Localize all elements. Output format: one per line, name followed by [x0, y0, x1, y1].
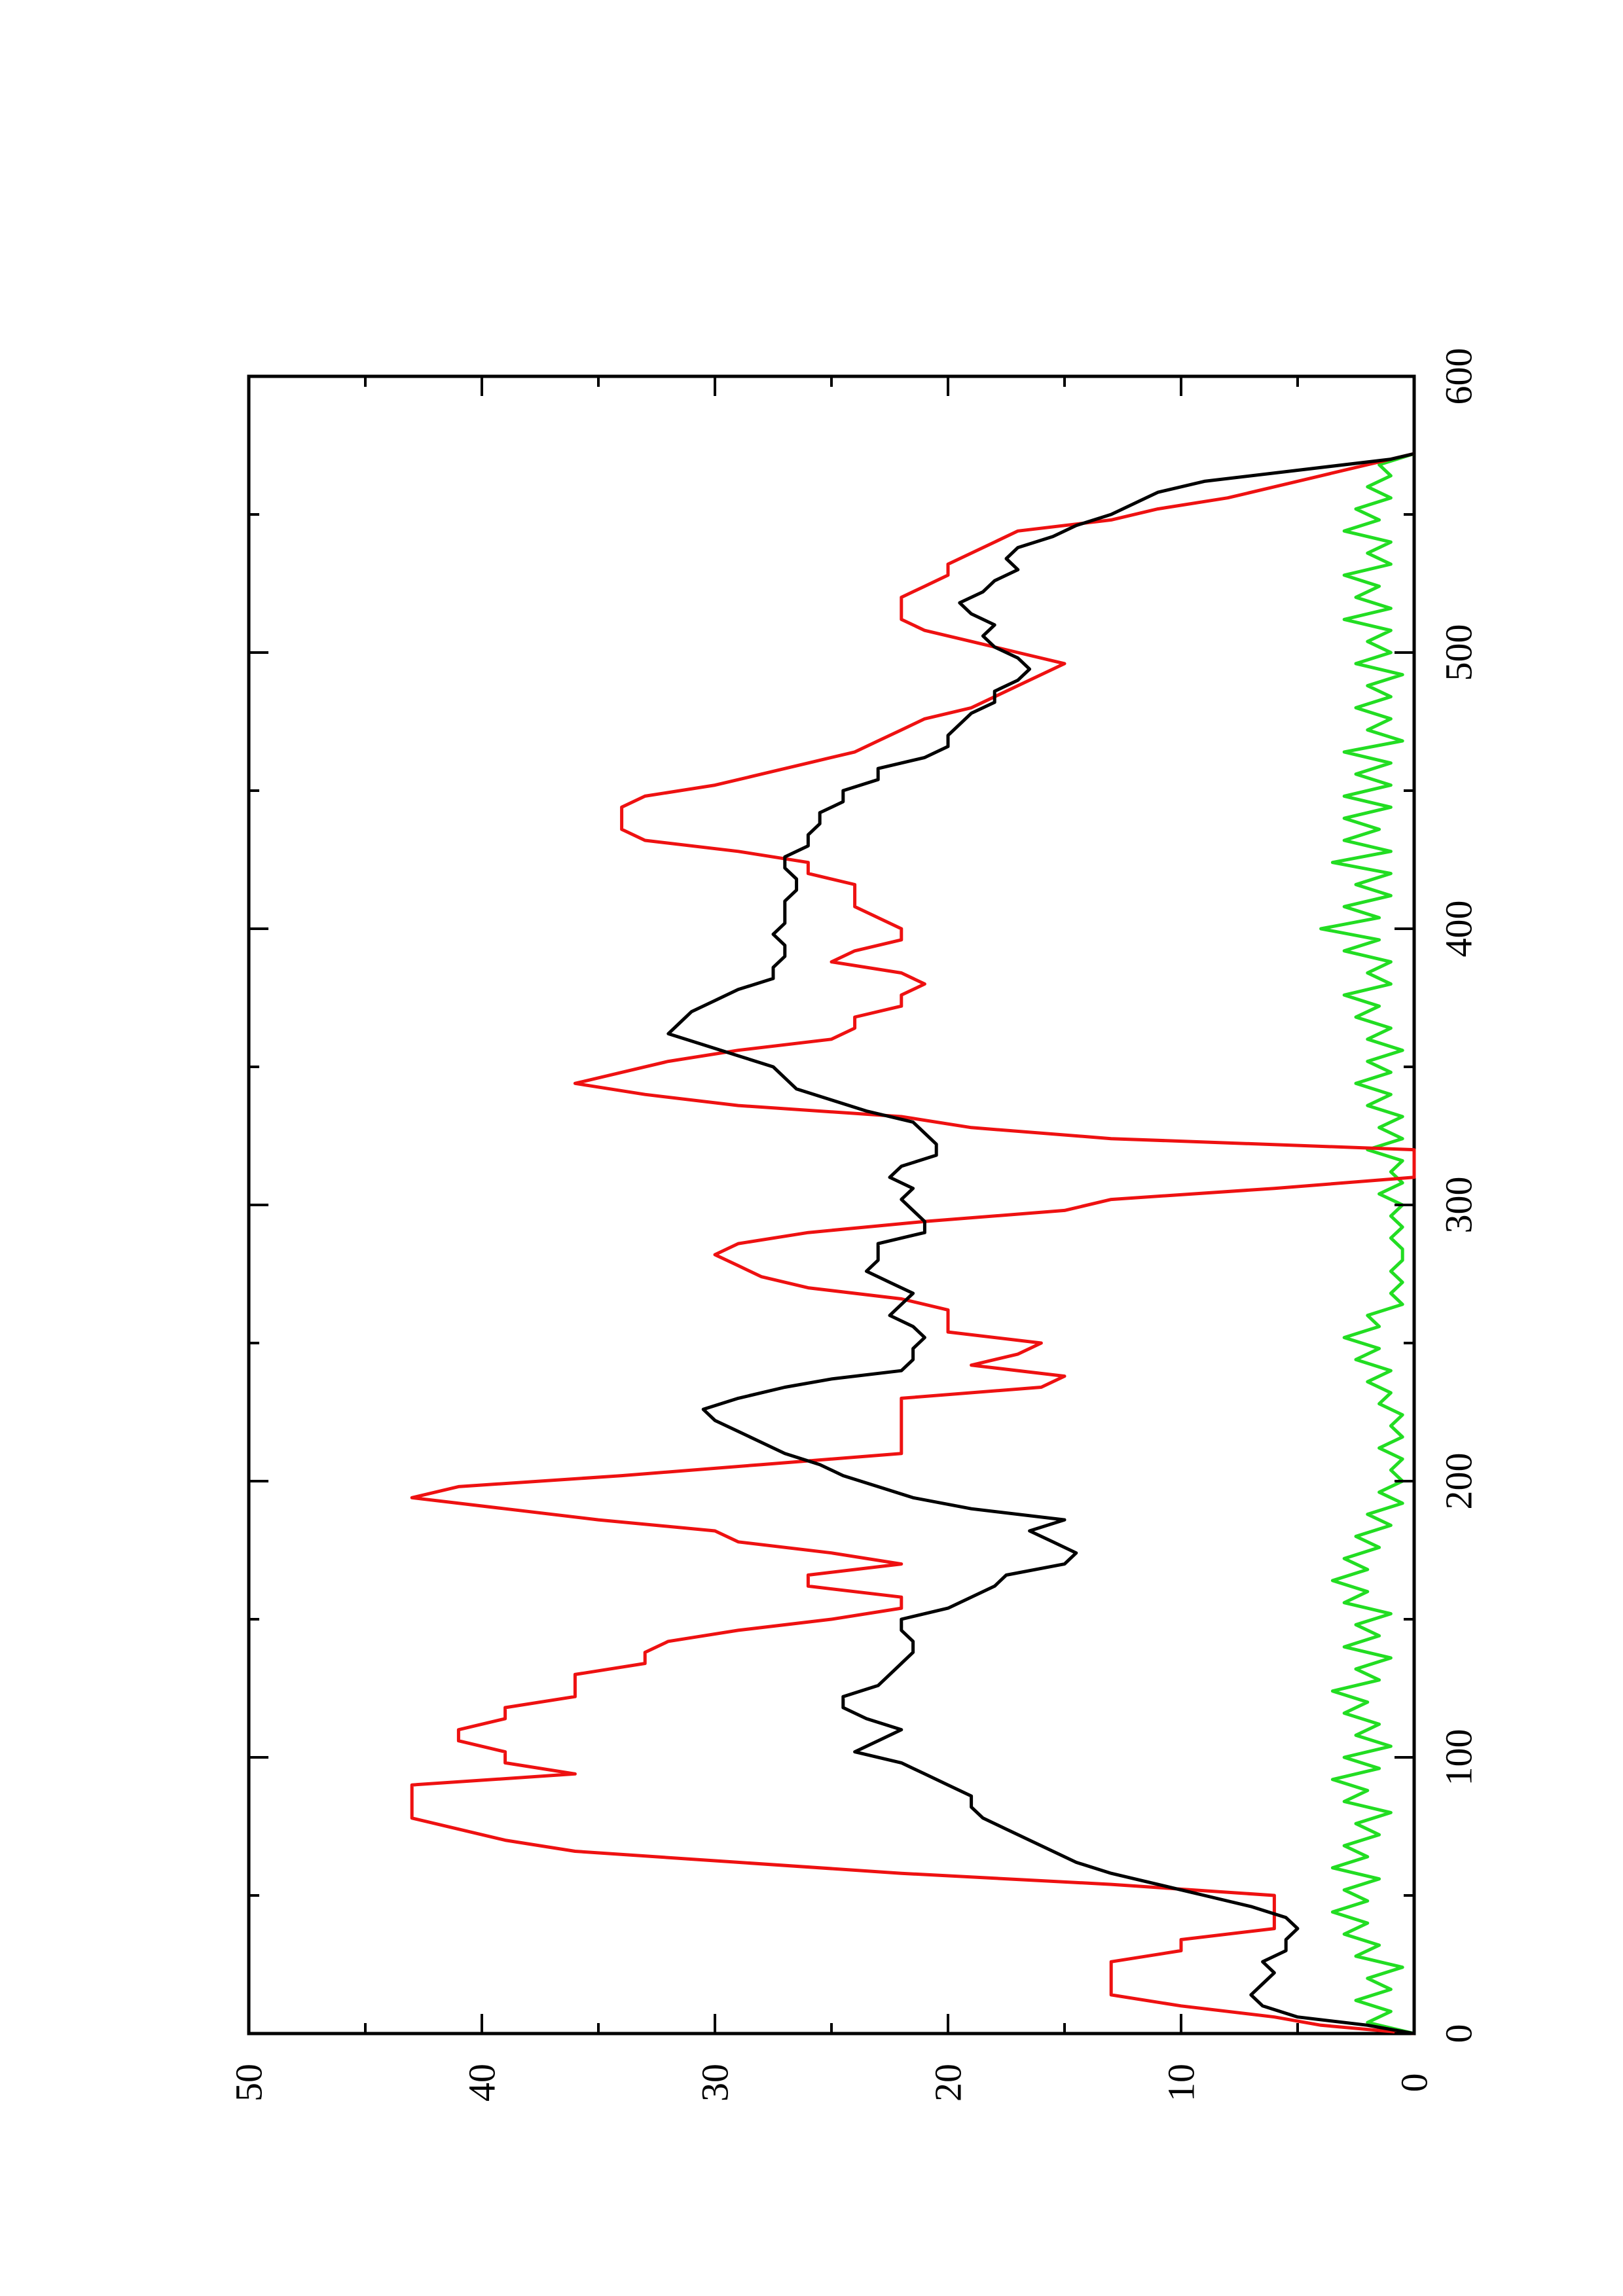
y-tick-label: 30 — [694, 2064, 737, 2102]
x-tick-label: 0 — [1438, 2024, 1480, 2043]
y-tick-label: 50 — [228, 2064, 270, 2102]
x-tick-label: 400 — [1438, 901, 1480, 958]
series-group — [410, 452, 1416, 2036]
x-tick-label: 100 — [1438, 1729, 1480, 1786]
x-tick-label: 200 — [1438, 1453, 1480, 1510]
series-line-1 — [410, 452, 1416, 2036]
axis-ticks — [247, 375, 1415, 2035]
x-tick-label: 500 — [1438, 624, 1480, 681]
y-tick-label: 10 — [1160, 2064, 1203, 2102]
y-tick-label: 40 — [461, 2064, 503, 2102]
series-line-0 — [666, 452, 1415, 2036]
y-tick-label: 20 — [927, 2064, 970, 2102]
y-tick-label: 0 — [1393, 2073, 1436, 2092]
tick-labels: 0 100 200 300 400 500 600 0 10 20 30 40 50 — [228, 348, 1480, 2102]
x-tick-label: 300 — [1438, 1177, 1480, 1234]
series-line-2 — [1319, 452, 1415, 2036]
x-tick-label: 600 — [1438, 348, 1480, 405]
